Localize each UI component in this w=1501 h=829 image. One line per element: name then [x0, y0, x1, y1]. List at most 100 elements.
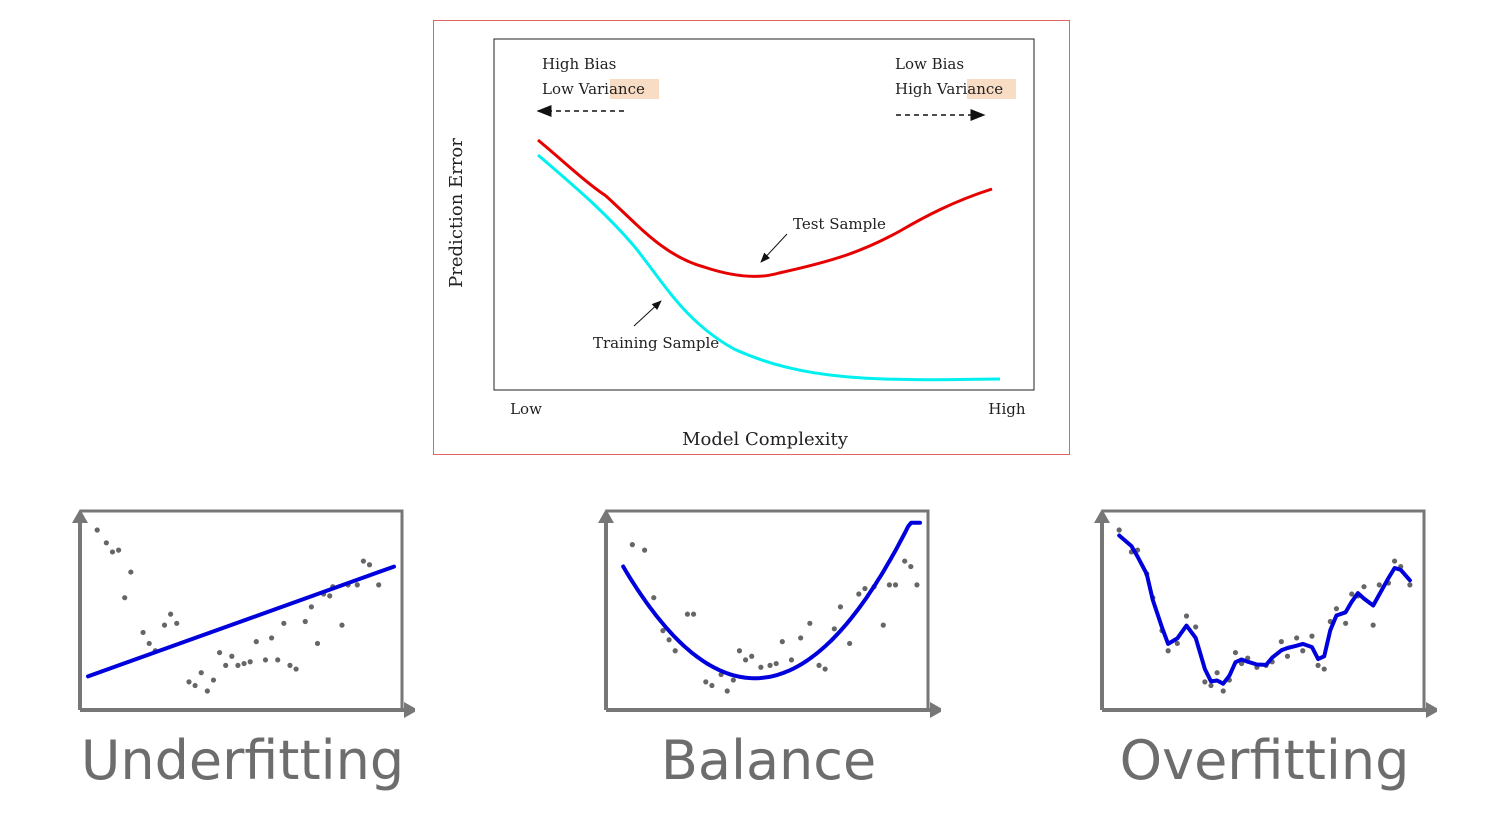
data-point: [223, 662, 229, 668]
data-point: [767, 662, 773, 668]
data-point: [1349, 591, 1355, 597]
data-point: [807, 620, 813, 626]
test-sample-curve: [537, 138, 993, 278]
overfitting-panel: Overfitting: [1092, 505, 1437, 795]
left-variance-highlight: [610, 79, 659, 99]
data-point: [204, 688, 210, 694]
y-axis-arrowhead: [598, 509, 614, 523]
data-point: [684, 611, 691, 617]
data-point: [287, 662, 293, 668]
data-point: [354, 582, 360, 588]
data-point: [168, 611, 174, 617]
data-point: [1202, 679, 1208, 685]
data-point: [788, 657, 795, 663]
data-point: [216, 649, 223, 656]
x-axis-arrowhead: [404, 702, 415, 718]
data-point: [724, 688, 730, 694]
data-point: [281, 620, 287, 626]
plot-area: [493, 38, 1035, 391]
data-point: [314, 640, 321, 647]
y-axis-arrowhead: [72, 509, 88, 523]
data-point: [128, 569, 134, 575]
x-tick-low: Low: [510, 400, 542, 418]
data-point: [308, 604, 314, 610]
data-point: [116, 547, 122, 553]
data-point: [862, 585, 868, 592]
data-point: [241, 660, 247, 667]
test-sample-pointer: [760, 233, 788, 263]
bias-variance-plot: Prediction Error Model Complexity Low Hi…: [446, 38, 1035, 450]
x-axis-arrowhead: [1426, 702, 1437, 718]
data-point: [1361, 584, 1367, 590]
data-point: [886, 582, 892, 588]
left-note-line2: Low Variance: [542, 80, 645, 98]
overfitting-plot: [1094, 509, 1437, 718]
balance-label: Balance: [660, 729, 877, 792]
data-point: [109, 549, 116, 555]
panel-frame: [606, 509, 930, 710]
data-point: [822, 666, 828, 672]
data-point: [816, 662, 822, 668]
underfitting-panel: Underfitting: [70, 505, 415, 795]
data-point: [186, 679, 192, 685]
data-point: [302, 618, 308, 625]
training-sample-curve: [537, 153, 1001, 382]
data-point: [229, 653, 235, 659]
data-point: [1165, 648, 1171, 654]
data-point: [275, 657, 281, 663]
y-axis-label: Prediction Error: [446, 138, 467, 288]
data-point: [1309, 633, 1315, 639]
data-point: [1208, 682, 1214, 689]
data-point: [253, 639, 259, 645]
data-point: [1407, 582, 1413, 588]
data-point: [366, 562, 373, 568]
data-point: [1193, 624, 1199, 630]
data-point: [902, 558, 908, 564]
overfitting-label: Overfitting: [1119, 729, 1410, 792]
data-point: [892, 582, 899, 588]
data-point: [749, 653, 755, 659]
right-note-line2: High Variance: [895, 80, 1003, 98]
data-point: [1333, 606, 1340, 612]
fit-curve: [621, 520, 922, 681]
training-sample-pointer: [633, 300, 662, 327]
data-point: [1214, 670, 1220, 676]
data-point: [360, 558, 366, 564]
data-point: [773, 660, 779, 667]
data-point: [1116, 527, 1122, 533]
data-point: [262, 657, 269, 663]
bias-variance-chart: Prediction Error Model Complexity Low Hi…: [433, 20, 1070, 455]
balance-panel: Balance: [596, 505, 941, 795]
data-point: [908, 563, 914, 570]
data-point: [730, 677, 736, 683]
data-point: [140, 629, 146, 636]
data-point: [1232, 649, 1239, 656]
data-point: [1321, 666, 1327, 672]
x-axis-label: Model Complexity: [682, 429, 849, 450]
data-point: [269, 635, 275, 641]
data-point: [1174, 640, 1180, 647]
data-point: [198, 670, 204, 676]
data-point: [1183, 613, 1190, 619]
data-point: [293, 666, 299, 672]
data-point: [1300, 648, 1306, 654]
data-point: [122, 595, 128, 601]
data-point: [1315, 662, 1321, 668]
fit-curve: [86, 564, 396, 679]
test-sample-label: Test Sample: [793, 215, 886, 233]
data-point: [703, 679, 709, 685]
x-tick-high: High: [988, 400, 1025, 418]
data-point: [235, 662, 241, 668]
data-point: [856, 591, 862, 597]
data-point: [629, 542, 635, 548]
data-point: [1343, 620, 1349, 626]
panel-frame: [1102, 509, 1426, 710]
data-point: [1284, 653, 1291, 659]
data-point: [736, 648, 743, 654]
data-point: [1376, 582, 1382, 588]
data-point: [94, 527, 100, 533]
data-point: [880, 622, 886, 628]
data-point: [247, 659, 253, 665]
data-point: [103, 540, 109, 546]
data-point: [690, 611, 697, 617]
